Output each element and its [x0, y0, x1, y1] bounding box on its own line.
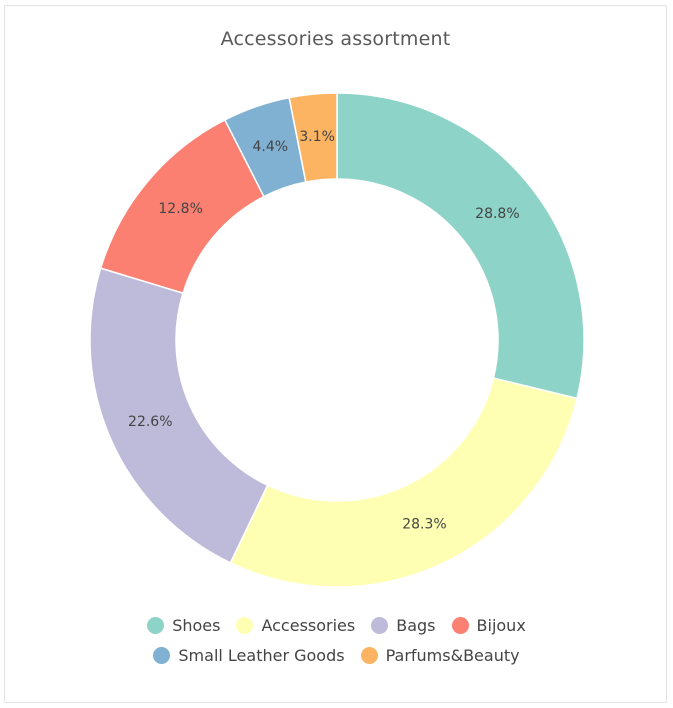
slice-label-parfums-beauty: 3.1% — [299, 129, 335, 145]
legend-swatch-accessories — [236, 616, 254, 634]
legend-item-shoes[interactable]: Shoes — [147, 616, 220, 635]
legend-label-small-leather-goods: Small Leather Goods — [178, 645, 345, 665]
slice-shoes[interactable] — [336, 92, 585, 400]
legend-item-small-leather-goods[interactable]: Small Leather Goods — [153, 645, 345, 665]
legend-label-accessories: Accessories — [261, 615, 356, 635]
slice-bags[interactable] — [89, 267, 269, 564]
legend-label-parfums-beauty: Parfums&Beauty — [385, 645, 520, 665]
legend-swatch-bijoux — [451, 616, 469, 634]
legend-item-bags[interactable]: Bags — [371, 615, 436, 635]
legend-row-2: Small Leather Goods Parfums&Beauty — [0, 640, 673, 670]
slice-label-bijoux: 12.8% — [158, 201, 202, 217]
slice-parfums-beauty[interactable] — [288, 92, 338, 183]
legend: Shoes Accessories Bags Bijoux Small Leat… — [0, 610, 673, 670]
legend-label-bags: Bags — [396, 615, 436, 635]
legend-item-bijoux[interactable]: Bijoux — [451, 615, 526, 635]
legend-label-bijoux: Bijoux — [476, 615, 526, 635]
legend-label-shoes: Shoes — [172, 615, 221, 635]
legend-row-1: Shoes Accessories Bags Bijoux — [0, 610, 673, 640]
legend-swatch-small-leather-goods — [153, 646, 171, 664]
legend-swatch-bags — [371, 616, 389, 634]
slice-label-small-leather-goods: 4.4% — [253, 139, 289, 155]
slice-label-accessories: 28.3% — [402, 516, 446, 532]
legend-swatch-shoes — [147, 616, 165, 634]
chart-title: Accessories assortment — [220, 28, 451, 50]
slice-label-bags: 22.6% — [128, 414, 172, 430]
legend-item-accessories[interactable]: Accessories — [236, 616, 355, 635]
slice-accessories[interactable] — [229, 377, 578, 588]
legend-swatch-parfums-beauty — [360, 646, 378, 664]
legend-item-parfums-beauty[interactable]: Parfums&Beauty — [360, 645, 520, 665]
slice-labels-group: 28.8% 28.3% 22.6% 12.8% 4.4% 3.1% — [128, 129, 520, 532]
slices-group — [89, 92, 585, 588]
slice-label-shoes: 28.8% — [475, 206, 519, 222]
